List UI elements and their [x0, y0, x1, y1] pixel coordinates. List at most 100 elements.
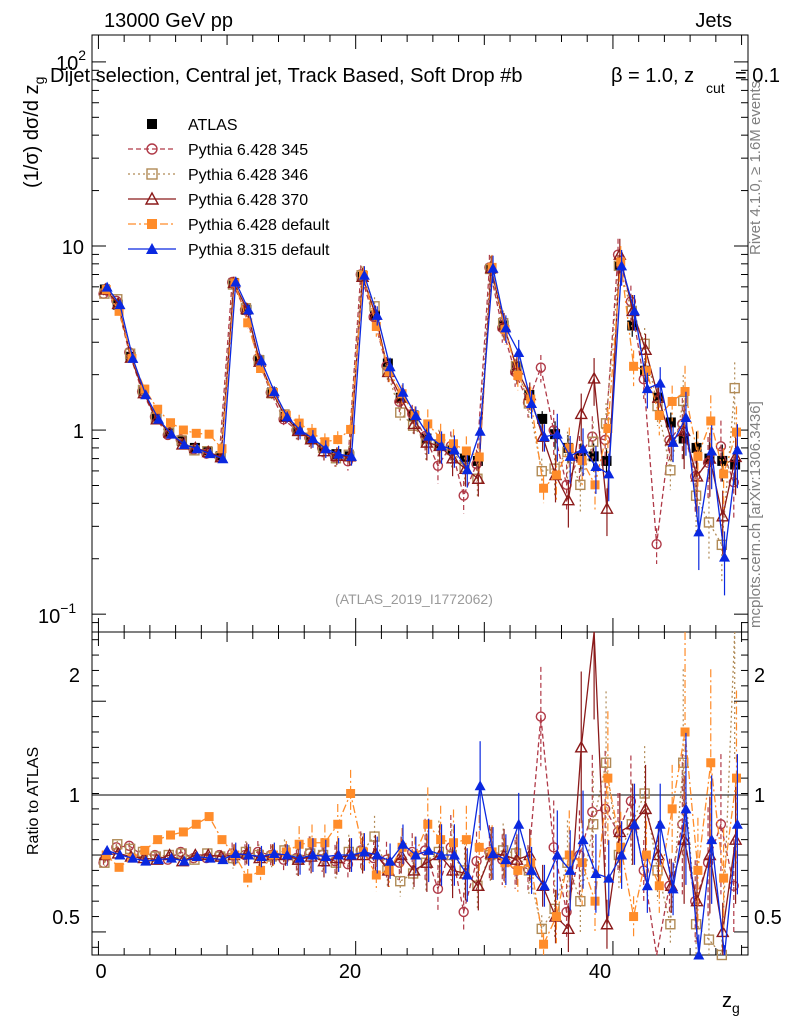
marker [255, 851, 267, 862]
marker [204, 429, 214, 439]
marker [458, 906, 469, 918]
params-label: = 1.0, z [628, 65, 694, 87]
marker [600, 757, 612, 768]
marker [423, 819, 433, 829]
header-left: 13000 GeV pp [104, 10, 233, 32]
marker [510, 361, 522, 372]
marker [294, 852, 306, 863]
marker [616, 257, 626, 267]
marker [294, 839, 304, 849]
marker [487, 847, 499, 858]
marker [667, 804, 677, 814]
marker [537, 413, 548, 424]
marker [600, 501, 614, 514]
marker [255, 355, 267, 366]
marker [307, 838, 317, 848]
marker [320, 443, 332, 454]
marker [716, 949, 728, 961]
marker [654, 410, 664, 420]
xtick-0: 0 [95, 961, 106, 983]
marker [601, 455, 612, 466]
marker [731, 773, 741, 783]
marker [384, 865, 394, 875]
rtick-1-right: 1 [754, 785, 765, 807]
marker [410, 849, 422, 860]
marker [587, 806, 598, 818]
marker [346, 849, 358, 860]
series-p8def [101, 249, 743, 596]
marker [395, 875, 406, 887]
marker [603, 468, 615, 479]
marker [513, 370, 523, 380]
marker [307, 849, 319, 860]
marker [281, 849, 293, 860]
marker [217, 854, 229, 865]
legend-label: Pythia 6.428 346 [188, 167, 308, 184]
params-cut-sub: cut [706, 80, 725, 96]
marker [474, 780, 486, 791]
xlabel: zg [722, 990, 740, 1016]
legend-label: Pythia 6.428 345 [188, 142, 308, 159]
marker [471, 471, 486, 484]
marker [420, 435, 434, 448]
svg-text:(1/σ) dσ/d zg: (1/σ) dσ/d zg [21, 77, 47, 188]
ylabel-main-text: (1/σ) dσ/d z [21, 84, 43, 188]
marker [191, 819, 201, 829]
ratio-p345 [98, 666, 739, 956]
marker [127, 352, 139, 363]
marker [538, 880, 550, 891]
marker [641, 880, 653, 891]
marker [706, 758, 716, 768]
marker [603, 872, 615, 883]
legend-item: Pythia 8.315 default [128, 242, 330, 259]
marker [588, 451, 599, 462]
marker [577, 455, 587, 465]
marker [717, 455, 728, 466]
marker [384, 367, 394, 377]
ytick-01-exp: −1 [60, 600, 76, 616]
marker [731, 818, 743, 829]
marker [436, 835, 446, 845]
ratio-p346 [99, 631, 736, 961]
marker [243, 873, 253, 883]
marker [564, 850, 574, 860]
marker [175, 846, 186, 858]
marker [471, 855, 482, 867]
marker [616, 260, 628, 271]
series-line [106, 265, 739, 558]
analysis-label: (ATLAS_2019_I1772062) [335, 591, 493, 607]
marker [731, 427, 741, 437]
series-line [104, 265, 736, 547]
marker [535, 362, 547, 373]
ytick-100-exp: 2 [78, 47, 86, 63]
marker [461, 464, 473, 475]
params-beta: = 1.0, z [628, 65, 694, 87]
marker [333, 849, 345, 860]
marker [471, 878, 486, 891]
xlabel-text: z [722, 990, 732, 1012]
series-p6def [101, 246, 741, 513]
xlabel-sub: g [732, 1000, 740, 1016]
ylabel-ratio: Ratio to ATLAS [25, 747, 42, 855]
marker [551, 428, 563, 439]
marker [449, 439, 459, 449]
marker [153, 854, 165, 865]
marker [564, 450, 576, 461]
marker [551, 470, 561, 480]
marker [320, 838, 330, 848]
marker [178, 425, 188, 435]
series-line [104, 254, 737, 517]
marker [101, 850, 111, 860]
marker [346, 789, 356, 798]
marker [600, 917, 614, 930]
marker [551, 849, 563, 860]
marker [346, 450, 358, 461]
marker [371, 309, 383, 320]
rtick-05-right: 0.5 [754, 907, 782, 929]
marker [461, 835, 471, 845]
marker [436, 440, 448, 451]
ylabel-main: (1/σ) dσ/d zg [21, 77, 47, 188]
marker [719, 469, 729, 479]
marker [166, 418, 176, 428]
marker [690, 490, 702, 501]
